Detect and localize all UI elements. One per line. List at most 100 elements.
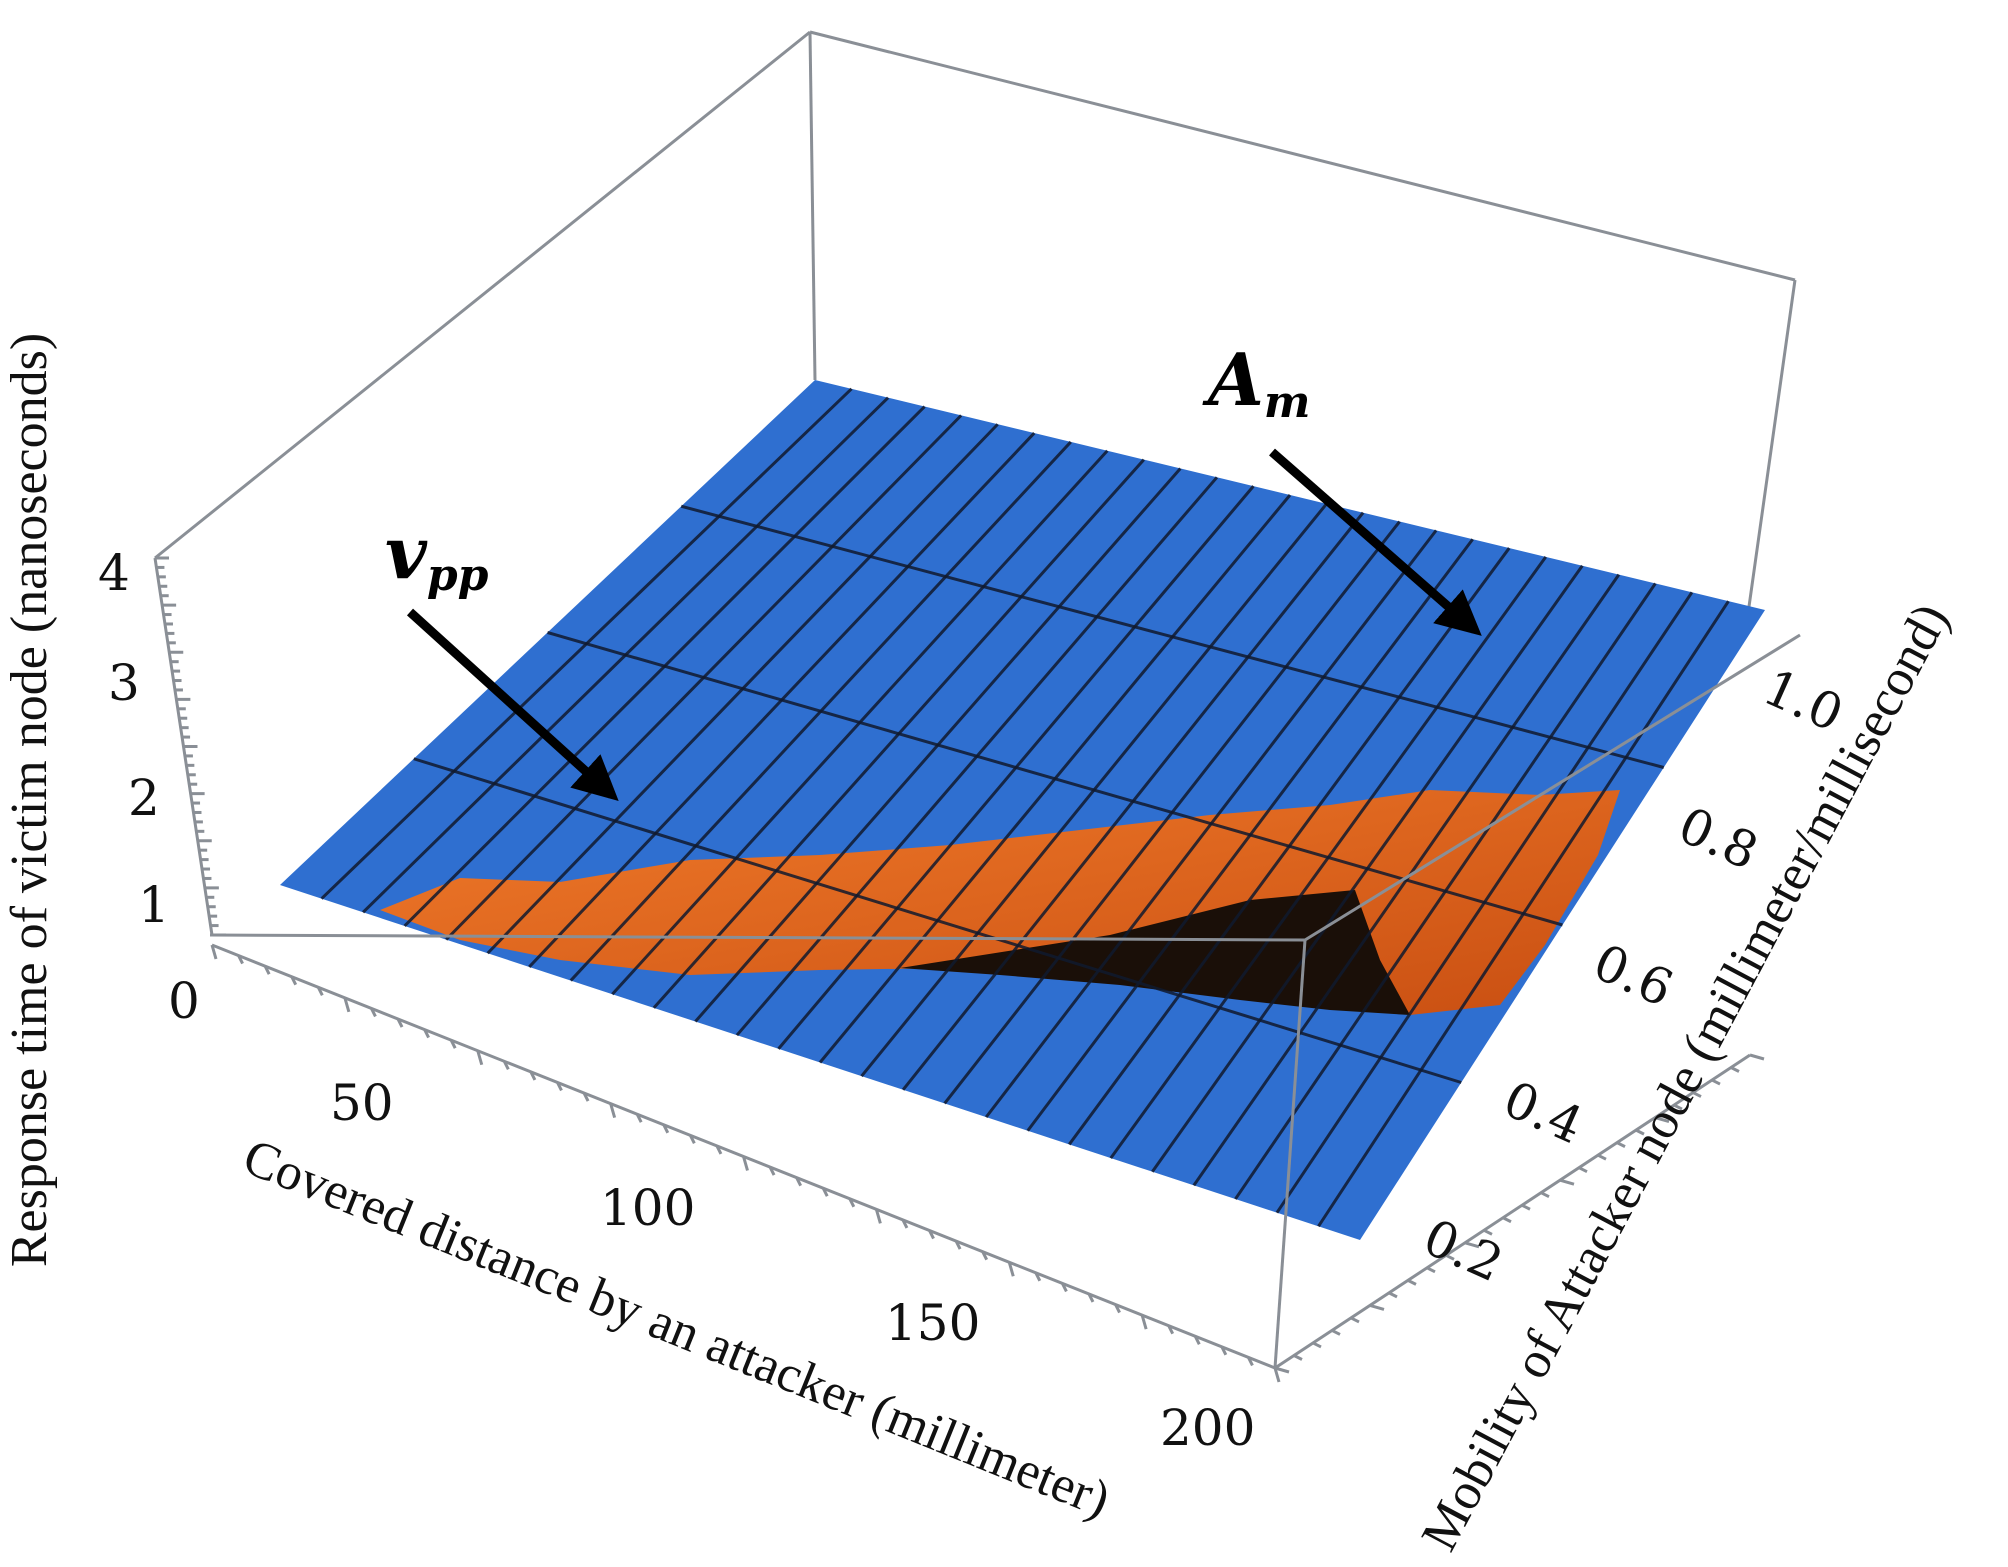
axis-tick — [1388, 1291, 1398, 1299]
mesh-line — [413, 757, 1462, 1084]
axis-tick — [370, 1007, 377, 1018]
box-edge-back-vertical-right — [1743, 279, 1797, 636]
axis-tick — [901, 1219, 909, 1229]
annotation-v-pp-sub: pp — [427, 550, 489, 601]
axis-tick — [1312, 1341, 1322, 1349]
axis-tick — [502, 1060, 510, 1070]
axis-tick — [1293, 1354, 1303, 1361]
axis-tick — [1635, 1128, 1645, 1136]
axis-tick — [1540, 1191, 1550, 1199]
axis-tick — [1407, 1279, 1417, 1286]
axis-tick — [981, 1251, 989, 1261]
axis-tick — [529, 1071, 537, 1081]
x-tick-label: 150 — [885, 1294, 980, 1352]
box-edge-bottom-right — [1274, 1053, 1751, 1370]
axis-tick — [1445, 1253, 1455, 1261]
axis-tick — [1673, 1103, 1683, 1111]
z-axis-ticks: 0 1 2 3 4 — [98, 544, 200, 1030]
axis-tick — [1350, 1316, 1360, 1324]
axis-tick — [1711, 1078, 1721, 1086]
axis-tick — [848, 1198, 856, 1208]
box-edge-front-top-right — [1304, 633, 1801, 942]
axis-tick — [316, 986, 324, 996]
axis-tick — [1061, 1282, 1068, 1293]
z-tick-label: 1 — [138, 876, 170, 934]
axis-tick — [1597, 1153, 1607, 1161]
axis-tick — [1087, 1293, 1095, 1303]
z-tick-label: 2 — [128, 769, 160, 827]
annotation-v-pp-label: vpp — [385, 510, 489, 601]
surface-v-pp — [280, 380, 1765, 1240]
axis-tick — [1274, 1366, 1290, 1374]
axis-tick — [821, 1187, 829, 1197]
axis-ticks — [155, 556, 1765, 1383]
axis-tick — [1730, 1066, 1740, 1073]
box-edge-front-top-left — [209, 933, 1306, 942]
axis-tick — [954, 1240, 962, 1250]
axis-tick — [715, 1145, 723, 1155]
axis-tick — [1654, 1116, 1670, 1124]
axis-tick — [1193, 1335, 1201, 1345]
axis-tick — [582, 1092, 590, 1102]
axis-tick — [1140, 1314, 1148, 1330]
mesh-line — [680, 504, 1665, 769]
z-tick-label: 4 — [98, 544, 130, 602]
annotation-a-m-main: A — [1202, 337, 1264, 422]
box-edge-back-top-right — [809, 30, 1796, 282]
axis-tick — [237, 954, 244, 965]
y-tick-label: 0.4 — [1495, 1070, 1591, 1155]
surfaces — [280, 380, 1765, 1240]
axis-tick — [1426, 1266, 1436, 1274]
axis-tick — [635, 1113, 643, 1123]
axis-tick — [742, 1156, 749, 1171]
arrow-a-m — [1269, 448, 1482, 636]
axis-tick — [290, 976, 298, 986]
z-tick-label: 3 — [108, 654, 140, 712]
axis-tick — [1483, 1228, 1493, 1236]
axis-tick — [1114, 1303, 1121, 1314]
axis-tick — [928, 1229, 935, 1240]
axis-tick — [689, 1134, 696, 1145]
axis-tick — [1464, 1241, 1480, 1249]
y-tick-label: 0.6 — [1585, 933, 1681, 1018]
axis-tick — [1559, 1178, 1575, 1186]
x-tick-label: 50 — [330, 1074, 394, 1132]
axis-tick — [1007, 1261, 1015, 1277]
annotation-a-m-sub: m — [1264, 377, 1311, 428]
x-tick-label: 200 — [1160, 1399, 1255, 1457]
axis-tick — [556, 1081, 563, 1092]
annotation-a-m-label: Am — [1202, 337, 1310, 428]
axis-tick — [210, 944, 218, 960]
axis-tick — [1578, 1166, 1588, 1174]
axis-tick — [662, 1124, 670, 1134]
x-axis-ticks: 50 100 150 200 — [330, 1074, 1255, 1457]
axis-tick — [1331, 1329, 1341, 1336]
axis-tick — [1692, 1091, 1702, 1098]
axis-tick — [1247, 1356, 1254, 1367]
box-edge-back-top-left — [154, 30, 811, 560]
axis-tick — [1369, 1303, 1385, 1311]
axis-tick — [1220, 1346, 1228, 1356]
annotation-v-pp: vpp — [385, 510, 619, 802]
axis-tick — [1521, 1203, 1531, 1211]
axis-tick — [768, 1166, 776, 1176]
surface-mesh-horizontal — [413, 504, 1665, 1084]
axis-tick — [449, 1039, 457, 1049]
mesh-line — [547, 631, 1563, 927]
annotation-v-pp-main: v — [385, 510, 428, 595]
axis-tick — [609, 1103, 617, 1119]
arrow-v-pp — [406, 608, 619, 802]
axis-tick — [1034, 1272, 1042, 1282]
box-edge-front-vertical-right — [1273, 939, 1307, 1369]
axis-tick — [1273, 1367, 1281, 1383]
y-tick-label: 0.8 — [1670, 796, 1766, 881]
z-axis-title: Response time of victim node (nanosecond… — [1, 333, 58, 1267]
axis-tick — [423, 1028, 430, 1039]
axis-tick — [1167, 1325, 1175, 1335]
annotation-a-m: Am — [1202, 337, 1482, 636]
box-edge-back-vertical-center — [808, 31, 817, 381]
axis-tick — [343, 997, 351, 1013]
axis-tick — [1749, 1053, 1765, 1061]
axis-tick — [476, 1050, 484, 1066]
